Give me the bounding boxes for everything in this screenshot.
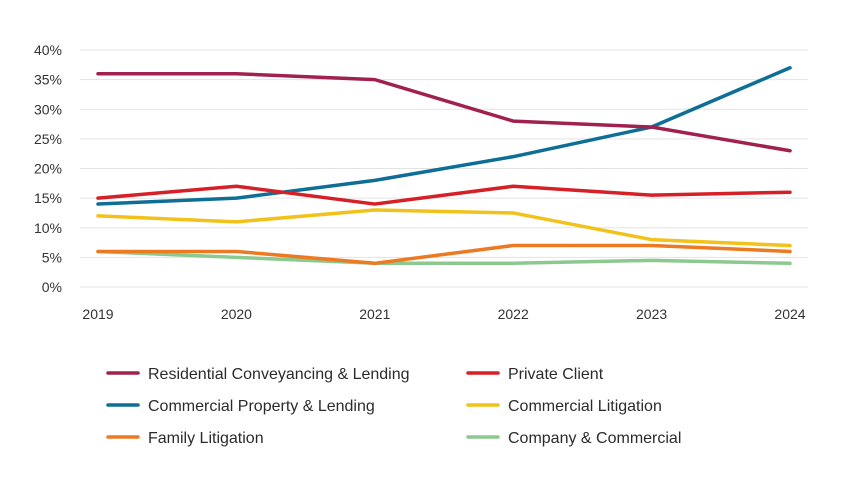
y-tick-label: 10% <box>34 220 62 236</box>
y-tick-label: 40% <box>34 42 62 58</box>
y-tick-label: 30% <box>34 101 62 117</box>
series-line-commercial-property-and-lending <box>96 66 792 206</box>
x-tick-label: 2023 <box>636 306 667 322</box>
y-axis-ticks: 0% 5% 10% 15% 20% 25% 30% 35% 40% <box>34 42 62 295</box>
series-line-family-litigation <box>96 243 792 266</box>
y-tick-label: 35% <box>34 72 62 88</box>
legend-label-commercial-property-and-lending: Commercial Property & Lending <box>148 398 375 415</box>
y-tick-label: 0% <box>42 279 62 295</box>
series-lines <box>96 66 792 266</box>
x-tick-label: 2019 <box>82 306 113 322</box>
y-tick-label: 20% <box>34 161 62 177</box>
series-line-private-client <box>96 184 792 206</box>
series-line-company-and-commercial <box>96 249 792 266</box>
x-tick-label: 2022 <box>498 306 529 322</box>
x-tick-label: 2021 <box>359 306 390 322</box>
legend: Residential Conveyancing & Lending Privat… <box>106 366 681 447</box>
legend-label-commercial-litigation: Commercial Litigation <box>508 398 662 415</box>
y-tick-label: 25% <box>34 131 62 147</box>
x-axis-ticks: 2019 2020 2021 2022 2023 2024 <box>82 306 805 322</box>
series-line-commercial-litigation <box>96 208 792 248</box>
x-tick-label: 2024 <box>774 306 805 322</box>
legend-label-residential-conveyancing-and-lending: Residential Conveyancing & Lending <box>148 366 410 383</box>
legend-label-private-client: Private Client <box>508 366 604 383</box>
y-tick-label: 15% <box>34 190 62 206</box>
series-line-residential-conveyancing-and-lending <box>96 71 792 153</box>
x-tick-label: 2020 <box>221 306 252 322</box>
legend-label-company-and-commercial: Company & Commercial <box>508 430 681 447</box>
legend-label-family-litigation: Family Litigation <box>148 430 264 447</box>
y-tick-label: 5% <box>42 249 62 265</box>
